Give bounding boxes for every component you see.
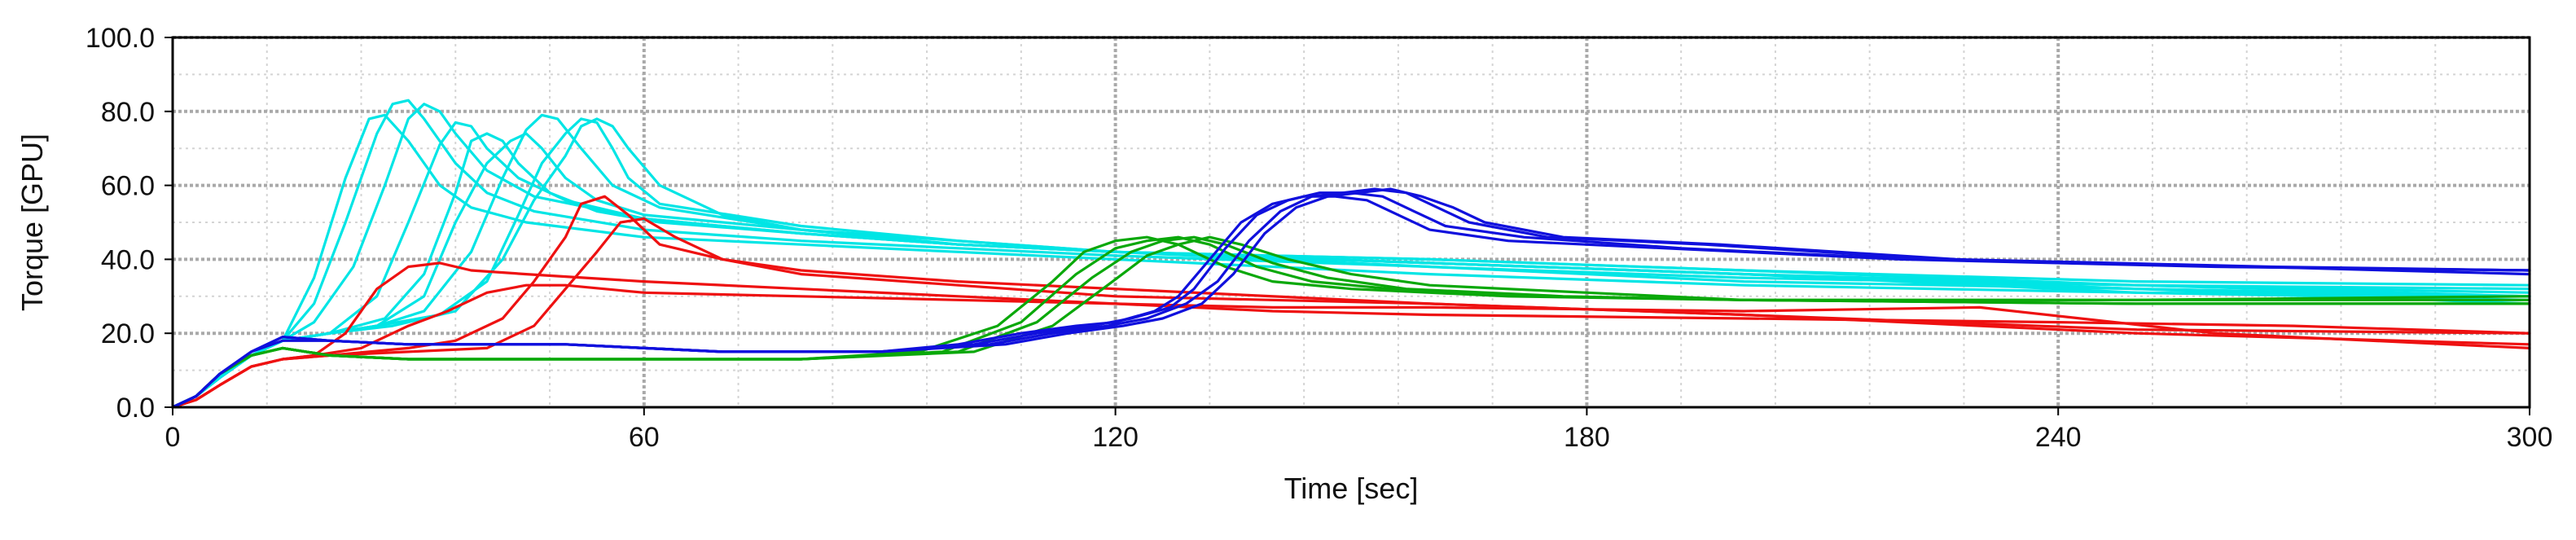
y-tick-label: 0.0 — [116, 393, 155, 424]
x-axis-label: Time [sec] — [1284, 472, 1419, 505]
y-tick-label: 40.0 — [101, 244, 155, 275]
series-line-cyan-2 — [171, 99, 2531, 409]
x-tick-label: 180 — [1564, 422, 1610, 453]
series-line-red-13 — [171, 217, 2531, 409]
y-tick-label: 60.0 — [101, 171, 155, 202]
series-group — [171, 99, 2531, 409]
plot-frame — [171, 36, 2531, 409]
series-line-cyan-3 — [171, 103, 2531, 409]
y-tick-label: 20.0 — [101, 318, 155, 349]
x-tick-label: 0 — [165, 422, 181, 453]
y-tick-label: 100.0 — [86, 23, 155, 54]
series-line-blue-21 — [171, 187, 2531, 409]
x-tick-label: 120 — [1092, 422, 1139, 453]
x-tick-label: 300 — [2507, 422, 2553, 453]
x-tick-label: 60 — [629, 422, 660, 453]
x-tick-label: 240 — [2035, 422, 2082, 453]
series-line-green-17 — [171, 235, 2531, 409]
tick-labels: 0 60 120 180 240 300 0.0 20.0 40.0 60.0 80.0 100.0 — [86, 23, 2552, 453]
y-tick-label: 80.0 — [101, 97, 155, 128]
y-axis-label: Torque [GPU] — [15, 134, 49, 311]
grid — [173, 36, 2530, 407]
